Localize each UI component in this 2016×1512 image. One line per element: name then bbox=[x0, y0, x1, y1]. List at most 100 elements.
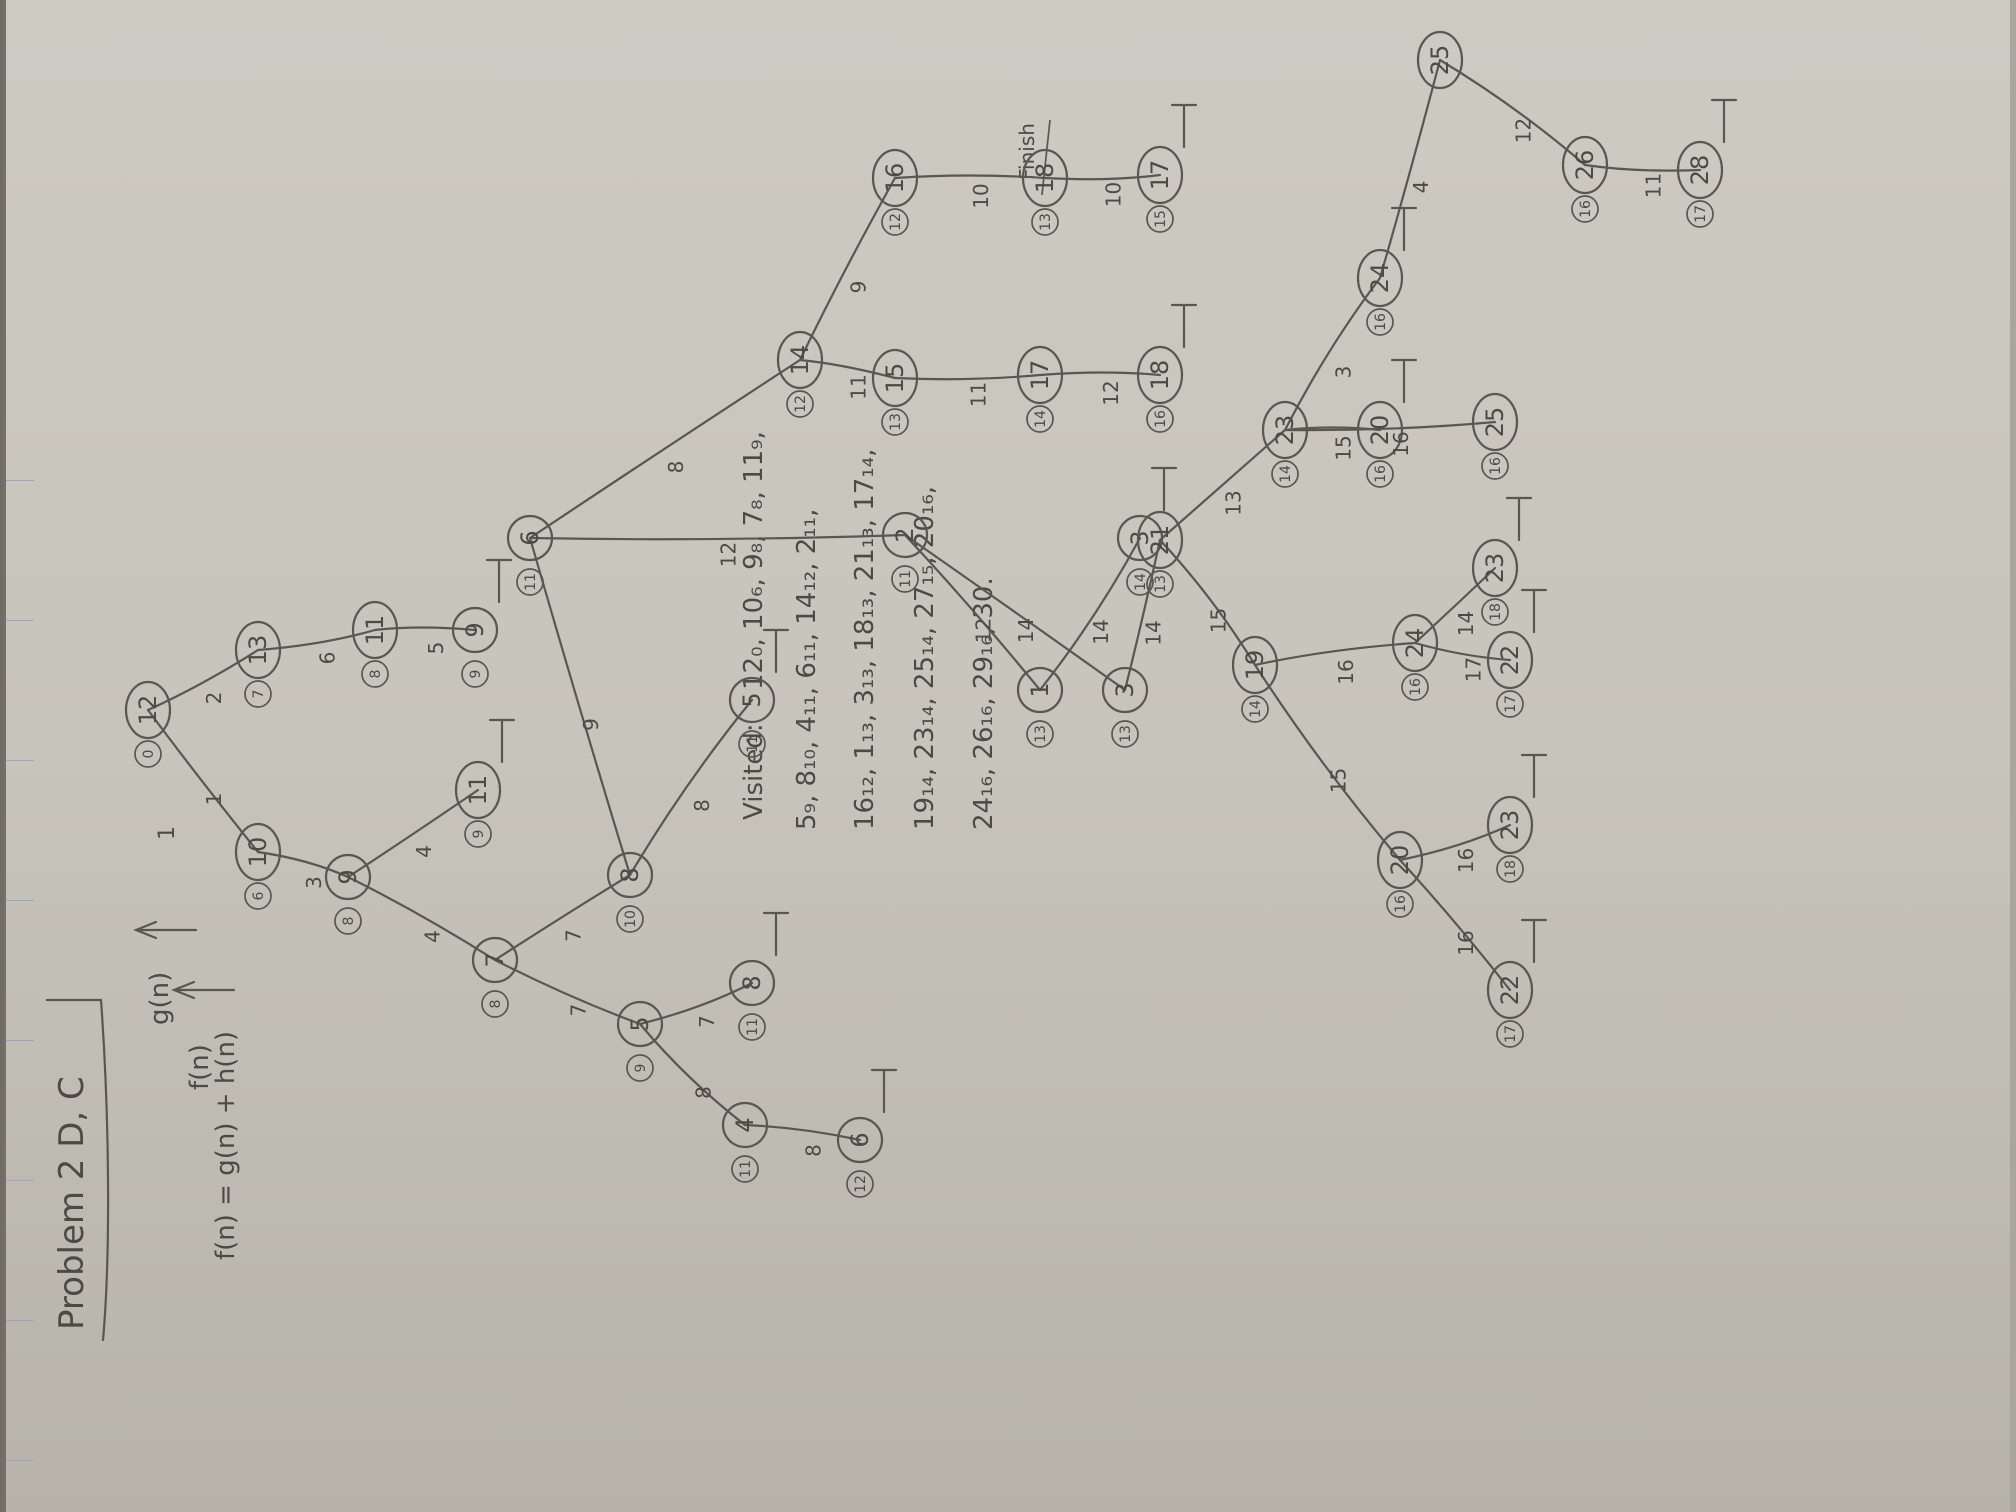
node-fvalue-circle bbox=[481, 990, 509, 1018]
node-fvalue: 13 bbox=[1118, 725, 1134, 743]
tree-node: 13 7 bbox=[234, 620, 282, 708]
tree-node: 99 bbox=[451, 606, 499, 688]
tree-edge bbox=[1378, 58, 1442, 280]
node-circle bbox=[124, 680, 172, 740]
node-circle bbox=[871, 348, 919, 408]
tree-edge bbox=[528, 533, 907, 541]
node-fvalue: 9 bbox=[471, 830, 487, 839]
tree-edge bbox=[903, 533, 1042, 692]
node-fvalue-circle bbox=[1481, 598, 1509, 626]
node-label: 11 bbox=[361, 615, 389, 646]
dead-end-mark bbox=[1170, 303, 1198, 349]
edge-weight-text: 8 bbox=[664, 461, 688, 474]
tree-edge bbox=[146, 648, 260, 712]
edge-weight-label: 7 bbox=[562, 929, 586, 942]
edge-weight-label: 1 bbox=[202, 793, 226, 806]
visited-line-2: 5₉, 8₁₀, 4₁₁, 6₁₁, 14₁₂, 2₁₁, bbox=[792, 509, 822, 830]
node-fvalue: 14 bbox=[1033, 410, 1049, 428]
edge-weight-text: 3 bbox=[1332, 366, 1356, 379]
node-circle bbox=[616, 1000, 664, 1048]
node-circle bbox=[1676, 140, 1724, 200]
edge-weight-text: 10 bbox=[969, 183, 993, 208]
dead-end-mark bbox=[1710, 98, 1738, 144]
node-fvalue-circle bbox=[461, 660, 489, 688]
node-circle bbox=[1356, 400, 1404, 460]
node-fvalue-circle bbox=[244, 882, 272, 910]
node-fvalue: 11 bbox=[738, 1160, 754, 1178]
node-fvalue-circle bbox=[1026, 405, 1054, 433]
edge-weight-text: 8 bbox=[802, 1144, 826, 1157]
tree-edge bbox=[1253, 641, 1417, 667]
node-circle bbox=[1136, 510, 1184, 570]
node-fvalue-circle bbox=[881, 408, 909, 436]
edge-weight-label: 14 bbox=[1142, 620, 1166, 645]
node-label: 9 bbox=[461, 622, 489, 637]
node-label: 24 bbox=[1366, 263, 1394, 294]
tree-edge bbox=[1438, 58, 1587, 167]
edge-weight-text: 16 bbox=[1454, 930, 1478, 955]
node-fvalue-circle bbox=[1241, 695, 1269, 723]
node-fvalue: 17 bbox=[1503, 1025, 1519, 1043]
edge-weight-label: 8 bbox=[690, 799, 714, 812]
node-fvalue-circle bbox=[1481, 452, 1509, 480]
edge-weight-text: 6 bbox=[316, 652, 340, 665]
node-label: 6 bbox=[516, 530, 544, 545]
edge-weight-text: 14 bbox=[1089, 619, 1113, 644]
node-fvalue: 13 bbox=[888, 413, 904, 431]
tree-node: 25 bbox=[1416, 30, 1464, 90]
node-fvalue-circle bbox=[1496, 690, 1524, 718]
finish-label: Finish bbox=[1015, 123, 1039, 180]
node-fvalue: 16 bbox=[1408, 678, 1424, 696]
node-fvalue-circle bbox=[134, 740, 162, 768]
legend-g-label: g(n) bbox=[145, 972, 175, 1025]
node-label: 23 bbox=[1496, 810, 1524, 841]
edge-weight-label: 2 bbox=[202, 692, 226, 705]
legend-g-value: 1 bbox=[155, 826, 180, 840]
edge-weight-text: 14 bbox=[1014, 618, 1038, 643]
dead-end-mark bbox=[1520, 918, 1548, 964]
node-circle bbox=[1486, 630, 1534, 690]
tree-edge bbox=[798, 176, 897, 362]
node-fvalue-circle bbox=[516, 568, 544, 596]
title-underline bbox=[45, 998, 110, 1342]
edge-weight-text: 8 bbox=[692, 1086, 716, 1099]
edge-weight-label: 13 bbox=[1222, 490, 1246, 515]
edge-weight-text: 5 bbox=[424, 642, 448, 655]
node-fvalue: 7 bbox=[251, 690, 267, 699]
node-fvalue: 11 bbox=[898, 570, 914, 588]
tree-edge bbox=[346, 788, 480, 879]
tree-edge bbox=[1398, 858, 1512, 992]
node-label: 17 bbox=[1026, 360, 1054, 391]
tree-node: 21 13 bbox=[1136, 510, 1184, 598]
edge-weight-label: 8 bbox=[692, 1086, 716, 1099]
edge-weight-label: 14 bbox=[1089, 619, 1113, 644]
node-label: 25 bbox=[1426, 45, 1454, 76]
edge-weight-text: 12 bbox=[972, 618, 996, 643]
tree-edge bbox=[1413, 641, 1512, 662]
node-fvalue: 14 bbox=[1278, 465, 1294, 483]
edge-weight-label: 8 bbox=[664, 461, 688, 474]
edge-weight-label: 9 bbox=[579, 718, 603, 731]
node-fvalue: 9 bbox=[633, 1064, 649, 1073]
edge-weight-label: 16 bbox=[1389, 431, 1413, 456]
node-fvalue: 16 bbox=[1393, 895, 1409, 913]
node-label: 5 bbox=[738, 692, 766, 707]
edge-weight-text: 4 bbox=[421, 930, 445, 943]
node-circle bbox=[1356, 248, 1404, 308]
edge-weight-text: 12 bbox=[1099, 380, 1123, 405]
problem-title: Problem 2 D, C bbox=[52, 1076, 92, 1330]
dead-end-mark bbox=[762, 911, 790, 957]
tree-edge bbox=[628, 698, 754, 877]
node-circle bbox=[351, 600, 399, 660]
tree-node: 6 12 bbox=[836, 1116, 884, 1198]
node-label: 22 bbox=[1496, 975, 1524, 1006]
edge-weight-text: 7 bbox=[567, 1004, 591, 1017]
node-label: 14 bbox=[786, 345, 814, 376]
edge-weight-label: 15 bbox=[1332, 435, 1356, 460]
node-circle bbox=[1561, 135, 1609, 195]
edge-weight-text: 3 bbox=[302, 876, 326, 889]
node-label: 3 bbox=[1111, 682, 1139, 697]
node-circle bbox=[1021, 148, 1069, 208]
node-circle bbox=[1261, 400, 1309, 460]
